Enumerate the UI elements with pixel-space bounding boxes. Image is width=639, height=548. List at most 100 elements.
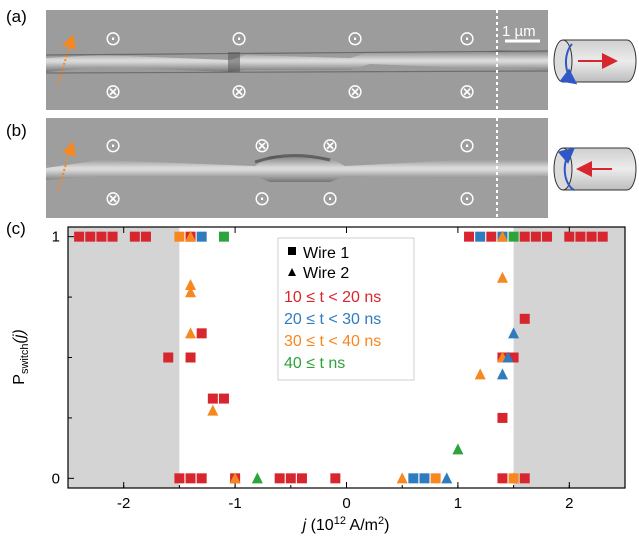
data-point-triangle-orange: [185, 286, 197, 298]
data-point-square-blue: [475, 231, 486, 242]
data-point-square-red: [129, 231, 140, 242]
data-point-triangle-blue: [441, 472, 453, 484]
data-point-triangle-green: [452, 443, 464, 455]
data-point-square-red: [174, 473, 185, 484]
data-point-triangle-orange: [185, 327, 197, 339]
out-of-page-icon: ⊙: [459, 26, 476, 50]
x-tick-label: -1: [228, 495, 241, 512]
shaded-region-1: [513, 227, 625, 488]
legend-square-marker: [288, 247, 296, 255]
legend: Wire 1 Wire 2 10 ≤ t < 20 ns 20 ≤ t < 30…: [277, 237, 415, 381]
data-point-triangle-orange: [229, 472, 241, 484]
data-point-square-blue: [196, 231, 207, 242]
into-page-icon: ⊗: [347, 79, 364, 103]
cylinder-right-arrow-icon: [553, 39, 637, 85]
data-point-triangle-orange: [474, 368, 486, 380]
data-point-triangle-orange: [396, 472, 408, 484]
out-of-page-icon: ⊙: [254, 186, 271, 210]
into-page-icon: ⊗: [105, 79, 122, 103]
data-point-square-red: [207, 393, 218, 404]
into-page-icon: ⊗: [459, 79, 476, 103]
panel-b-label: (b): [6, 121, 27, 140]
legend-wire2: Wire 2: [303, 265, 349, 282]
scale-bar-label: 1 µm: [502, 23, 536, 40]
data-point-square-red: [597, 231, 608, 242]
data-point-square-red: [497, 473, 508, 484]
y-tick-label: 0: [52, 470, 60, 487]
x-tick-label: 1: [454, 495, 462, 512]
out-of-page-icon: ⊙: [105, 133, 122, 157]
data-point-square-blue: [419, 473, 430, 484]
data-point-square-red: [274, 473, 285, 484]
y-axis-label: Pswitch(j): [11, 329, 31, 384]
data-point-square-red: [218, 393, 229, 404]
data-point-square-red: [74, 231, 85, 242]
data-point-square-red: [85, 231, 96, 242]
cylinder-left-arrow-icon: [553, 147, 637, 191]
data-point-square-red: [530, 231, 541, 242]
data-point-square-red: [285, 473, 296, 484]
data-point-square-red: [96, 231, 107, 242]
data-point-square-red: [140, 231, 151, 242]
micrograph-b: ⊙ ⊗ ⊗ ⊙ ⊗ ⊙ ⊙ ⊙: [46, 118, 548, 218]
data-point-square-red: [163, 352, 174, 363]
data-point-triangle-orange: [496, 271, 508, 283]
data-point-square-red: [519, 231, 530, 242]
data-point-triangle-green: [251, 472, 263, 484]
data-point-triangle-orange: [207, 404, 219, 416]
data-point-triangle-orange: [185, 230, 197, 242]
x-tick-label: 0: [342, 495, 350, 512]
data-point-square-red: [519, 313, 530, 324]
data-point-square-red: [464, 231, 475, 242]
data-point-square-red: [296, 473, 307, 484]
data-point-square-red: [586, 231, 597, 242]
legend-box: [277, 237, 415, 381]
x-tick-label: -2: [117, 495, 130, 512]
y-tick-label: 1: [52, 229, 60, 246]
data-point-square-orange: [174, 231, 185, 242]
out-of-page-icon: ⊙: [322, 186, 339, 210]
legend-range-10-20: 10 ≤ t < 20 ns: [284, 289, 381, 306]
data-point-square-red: [575, 231, 586, 242]
x-tick-label: 2: [565, 495, 573, 512]
out-of-page-icon: ⊙: [231, 26, 248, 50]
data-point-triangle-orange: [185, 279, 197, 290]
into-page-icon: ⊗: [105, 186, 122, 210]
data-point-square-blue: [408, 473, 419, 484]
legend-range-40-plus: 40 ≤ t ns: [284, 355, 345, 372]
data-point-square-red: [497, 412, 508, 423]
data-point-square-red: [196, 473, 207, 484]
into-page-icon: ⊗: [322, 133, 339, 157]
data-point-square-red: [185, 473, 196, 484]
legend-wire1: Wire 1: [303, 245, 349, 262]
data-point-square-red: [107, 231, 118, 242]
out-of-page-icon: ⊙: [459, 133, 476, 157]
switching-probability-chart: -2 -1 0 1 2 0 1 Wire 1 Wire 2 10 ≤ t < 20 ns 2…: [11, 226, 626, 534]
x-axis-label: j (1012 A/m2): [301, 515, 390, 534]
data-point-square-red: [196, 328, 207, 339]
data-point-square-orange: [430, 473, 441, 484]
shaded-region-0: [68, 227, 180, 488]
data-point-square-red: [486, 231, 497, 242]
data-point-square-red: [564, 231, 575, 242]
data-point-triangle-orange: [496, 230, 508, 242]
out-of-page-icon: ⊙: [105, 26, 122, 50]
data-point-square-green: [508, 231, 519, 242]
data-point-triangle-blue: [502, 351, 514, 363]
legend-triangle-marker: [288, 268, 296, 276]
data-point-triangle-blue: [496, 368, 508, 380]
data-point-square-green: [218, 231, 229, 242]
data-point-square-red: [185, 352, 196, 363]
out-of-page-icon: ⊙: [347, 26, 364, 50]
orange-arrow-icon: [57, 34, 76, 85]
micrograph-a: 1 µm ⊙ ⊙ ⊙ ⊙ ⊗ ⊗ ⊗ ⊗: [45, 10, 549, 110]
panel-a-label: (a): [6, 7, 27, 26]
data-point-square-red: [519, 473, 530, 484]
data-point-square-red: [542, 231, 553, 242]
out-of-page-icon: ⊙: [459, 186, 476, 210]
legend-range-20-30: 20 ≤ t < 30 ns: [284, 311, 381, 328]
into-page-icon: ⊗: [254, 133, 271, 157]
data-point-triangle-orange: [508, 472, 520, 484]
legend-range-30-40: 30 ≤ t < 40 ns: [284, 333, 381, 350]
